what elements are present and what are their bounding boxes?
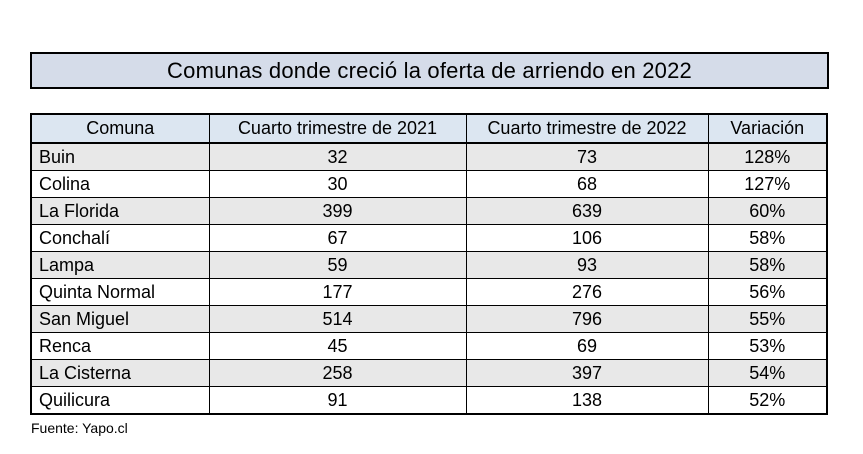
comunas-table: Comuna Cuarto trimestre de 2021 Cuarto t… xyxy=(30,113,828,415)
table-row: La Cisterna 258 397 54% xyxy=(30,359,828,387)
table-body: Buin 32 73 128% Colina 30 68 127% La Florida 399 6… xyxy=(30,142,828,415)
table-row: La Florida 399 639 60% xyxy=(30,197,828,225)
source-note: Fuente: Yapo.cl xyxy=(31,420,128,436)
comuna-cell: Lampa xyxy=(30,251,210,279)
comuna-cell: Buin xyxy=(30,142,210,171)
table-row: Renca 45 69 53% xyxy=(30,332,828,360)
column-header-q4-2021: Cuarto trimestre de 2021 xyxy=(208,113,467,144)
variacion-cell: 58% xyxy=(707,224,828,252)
variacion-cell: 54% xyxy=(707,359,828,387)
comuna-cell: Quilicura xyxy=(30,386,210,415)
comuna-cell: La Cisterna xyxy=(30,359,210,387)
comuna-cell: Conchalí xyxy=(30,224,210,252)
table-header-row: Comuna Cuarto trimestre de 2021 Cuarto t… xyxy=(30,113,828,144)
variacion-cell: 127% xyxy=(707,170,828,198)
q4-2021-cell: 67 xyxy=(208,224,467,252)
q4-2021-cell: 258 xyxy=(208,359,467,387)
q4-2022-cell: 68 xyxy=(465,170,709,198)
q4-2021-cell: 30 xyxy=(208,170,467,198)
q4-2021-cell: 177 xyxy=(208,278,467,306)
column-header-variacion: Variación xyxy=(707,113,828,144)
q4-2022-cell: 93 xyxy=(465,251,709,279)
comuna-cell: Renca xyxy=(30,332,210,360)
variacion-cell: 52% xyxy=(707,386,828,415)
variacion-cell: 55% xyxy=(707,305,828,333)
variacion-cell: 60% xyxy=(707,197,828,225)
comuna-cell: San Miguel xyxy=(30,305,210,333)
column-header-comuna: Comuna xyxy=(30,113,210,144)
table-row: Conchalí 67 106 58% xyxy=(30,224,828,252)
table-header: Comuna Cuarto trimestre de 2021 Cuarto t… xyxy=(30,113,828,144)
q4-2022-cell: 796 xyxy=(465,305,709,333)
q4-2021-cell: 514 xyxy=(208,305,467,333)
q4-2021-cell: 91 xyxy=(208,386,467,415)
column-header-q4-2022: Cuarto trimestre de 2022 xyxy=(465,113,709,144)
q4-2022-cell: 138 xyxy=(465,386,709,415)
q4-2022-cell: 397 xyxy=(465,359,709,387)
table-row: Colina 30 68 127% xyxy=(30,170,828,198)
table-row: Quilicura 91 138 52% xyxy=(30,386,828,415)
comuna-cell: Colina xyxy=(30,170,210,198)
table-row: Buin 32 73 128% xyxy=(30,142,828,171)
q4-2022-cell: 69 xyxy=(465,332,709,360)
comuna-cell: Quinta Normal xyxy=(30,278,210,306)
table-row: San Miguel 514 796 55% xyxy=(30,305,828,333)
q4-2021-cell: 399 xyxy=(208,197,467,225)
comuna-cell: La Florida xyxy=(30,197,210,225)
table-row: Quinta Normal 177 276 56% xyxy=(30,278,828,306)
table-row: Lampa 59 93 58% xyxy=(30,251,828,279)
q4-2022-cell: 73 xyxy=(465,142,709,171)
variacion-cell: 58% xyxy=(707,251,828,279)
q4-2022-cell: 276 xyxy=(465,278,709,306)
q4-2021-cell: 45 xyxy=(208,332,467,360)
q4-2022-cell: 106 xyxy=(465,224,709,252)
variacion-cell: 56% xyxy=(707,278,828,306)
q4-2022-cell: 639 xyxy=(465,197,709,225)
variacion-cell: 53% xyxy=(707,332,828,360)
q4-2021-cell: 32 xyxy=(208,142,467,171)
page-title: Comunas donde creció la oferta de arrien… xyxy=(167,57,692,83)
title-banner: Comunas donde creció la oferta de arrien… xyxy=(30,52,829,89)
q4-2021-cell: 59 xyxy=(208,251,467,279)
variacion-cell: 128% xyxy=(707,142,828,171)
